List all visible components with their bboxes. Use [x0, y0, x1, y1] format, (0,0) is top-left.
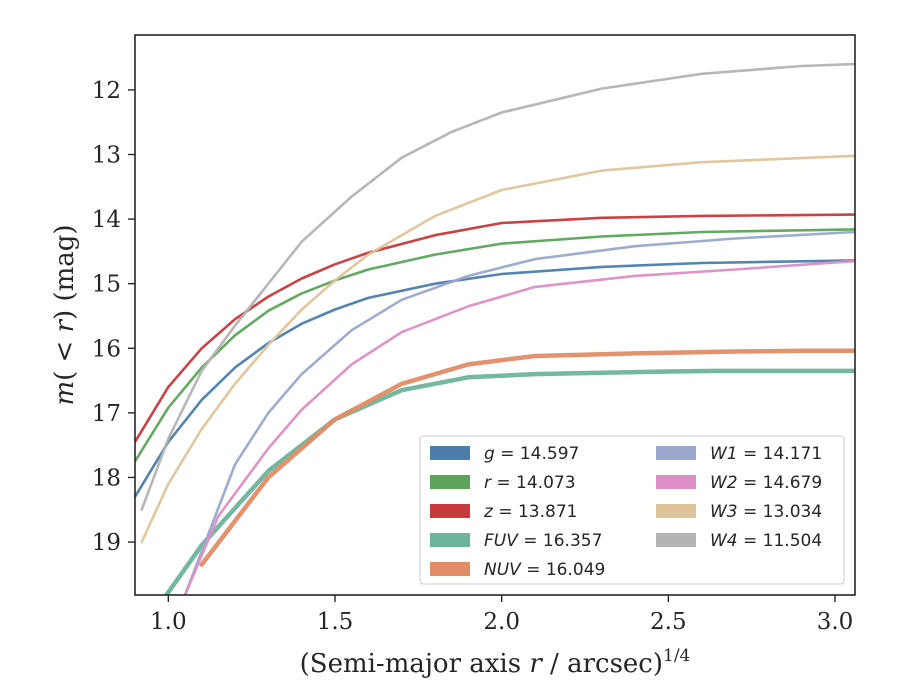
- series-layer: [135, 62, 855, 595]
- series-line-nuv: [199, 348, 855, 567]
- x-tick-label: 1.0: [150, 609, 187, 635]
- y-tick-label: 19: [92, 530, 121, 556]
- legend-swatch: [430, 504, 470, 518]
- series-line-g: [135, 259, 855, 499]
- legend-item-w2: W2 = 14.679: [656, 473, 822, 493]
- y-axis-ticks: 12 13 14 15 16 17 18 19: [92, 78, 135, 556]
- legend-swatch: [430, 446, 470, 460]
- x-axis-title: (Semi-major axis r / arcsec)1/4: [300, 646, 691, 679]
- legend-label: g = 14.597: [484, 444, 579, 464]
- legend-item-g: g = 14.597: [430, 444, 579, 464]
- legend-item-fuv: FUV = 16.357: [430, 531, 602, 551]
- legend-swatch: [430, 533, 470, 547]
- series-line-r: [135, 228, 855, 463]
- legend-item-r: r = 14.073: [430, 473, 576, 493]
- y-tick-label: 17: [92, 401, 121, 427]
- legend-items: g = 14.597 r = 14.073 z = 13.871 FUV = 16.3…: [430, 444, 822, 580]
- legend-frame: [419, 435, 845, 585]
- y-tick-label: 14: [92, 207, 121, 233]
- legend-item-w3: W3 = 13.034: [656, 502, 822, 522]
- legend-label: NUV = 16.049: [484, 560, 605, 580]
- y-tick-label: 15: [92, 272, 121, 298]
- y-tick-label: 18: [92, 465, 121, 491]
- x-tick-label: 2.5: [650, 609, 687, 635]
- legend-swatch: [656, 446, 696, 460]
- x-tick-label: 1.5: [317, 609, 354, 635]
- legend-label: W2 = 14.679: [710, 473, 822, 493]
- legend-item-nuv: NUV = 16.049: [430, 560, 605, 580]
- legend-label: r = 14.073: [484, 473, 576, 493]
- series-line-w1: [183, 230, 855, 595]
- legend-item-z: z = 13.871: [430, 502, 577, 522]
- series-line-w2: [183, 259, 855, 595]
- x-axis-ticks: 1.0 1.5 2.0 2.5 3.0: [150, 595, 853, 635]
- legend-swatch: [430, 475, 470, 489]
- x-tick-label: 3.0: [817, 609, 854, 635]
- legend-label: W1 = 14.171: [710, 444, 822, 464]
- legend-label: FUV = 16.357: [484, 531, 602, 551]
- x-tick-label: 2.0: [483, 609, 520, 635]
- series-line-fuv: [163, 368, 855, 595]
- series-line-w3: [140, 154, 855, 544]
- legend-swatch: [656, 533, 696, 547]
- legend-label: z = 13.871: [483, 502, 577, 522]
- legend: g = 14.597 r = 14.073 z = 13.871 FUV = 16.3…: [419, 435, 845, 585]
- y-tick-label: 13: [92, 142, 121, 168]
- legend-swatch: [656, 504, 696, 518]
- legend-swatch: [656, 475, 696, 489]
- y-tick-label: 12: [92, 78, 121, 104]
- legend-item-w1: W1 = 14.171: [656, 444, 822, 464]
- plot-frame: [134, 34, 856, 596]
- series-line-z: [135, 213, 855, 444]
- y-axis-title: m( < r) (mag): [50, 224, 80, 405]
- legend-item-w4: W4 = 11.504: [656, 531, 822, 551]
- y-tick-label: 16: [92, 336, 121, 362]
- legend-swatch: [430, 562, 470, 576]
- legend-label: W4 = 11.504: [710, 531, 822, 551]
- series-line-w4: [140, 62, 855, 512]
- legend-label: W3 = 13.034: [710, 502, 822, 522]
